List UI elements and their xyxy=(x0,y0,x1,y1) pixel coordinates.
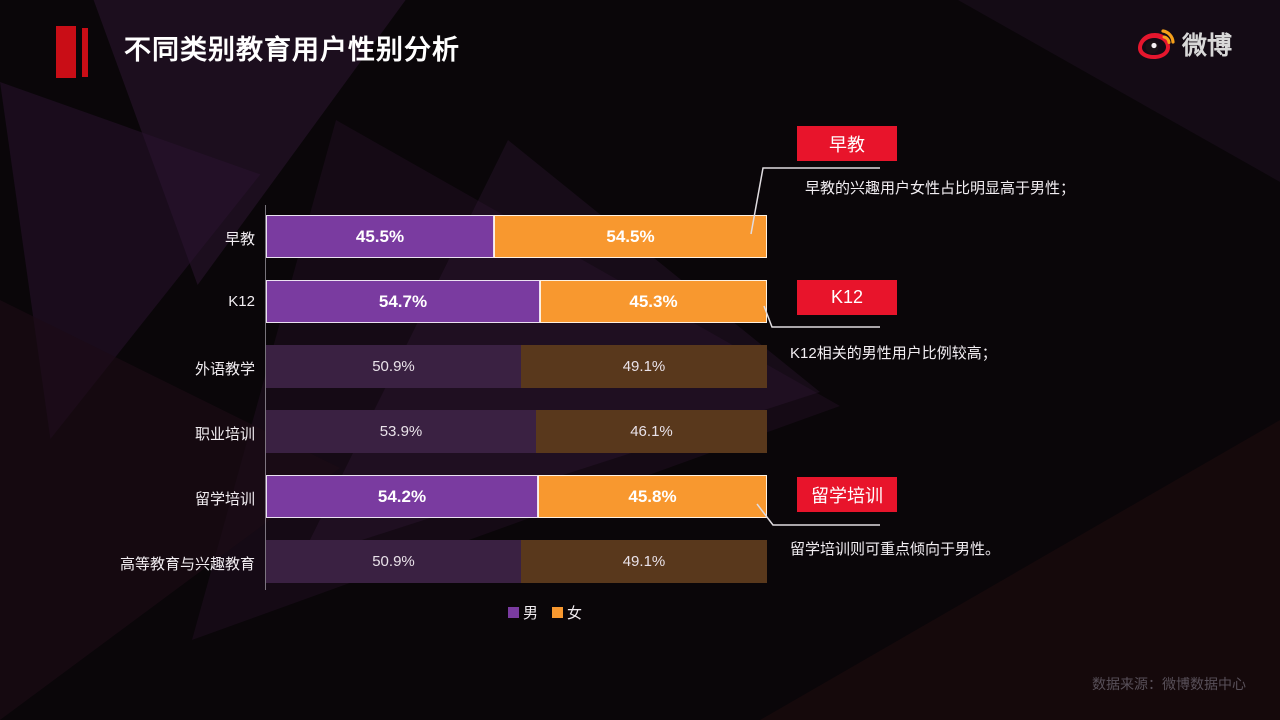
female-bar-segment: 54.5% xyxy=(494,215,767,258)
callout-box-liuxue: 留学培训 xyxy=(797,477,897,512)
page-title: 不同类别教育用户性别分析 xyxy=(124,35,460,65)
callout-text-zaojiao: 早教的兴趣用户女性占比明显高于男性； xyxy=(805,180,1076,197)
category-label: 早教 xyxy=(224,231,255,248)
male-bar-segment: 45.5% xyxy=(266,215,494,258)
category-label: K12 xyxy=(228,293,255,310)
female-bar-segment: 45.8% xyxy=(538,475,767,518)
female-bar-segment: 49.1% xyxy=(521,345,767,388)
category-label: 外语教学 xyxy=(194,361,255,378)
callout-box-zaojiao: 早教 xyxy=(797,126,897,161)
female-bar-percent-label: 45.8% xyxy=(628,486,677,506)
female-bar-segment: 49.1% xyxy=(521,540,767,583)
category-label: 高等教育与兴趣教育 xyxy=(119,556,255,573)
female-bar-percent-label: 54.5% xyxy=(606,226,655,246)
male-bar-percent-label: 50.9% xyxy=(372,553,415,570)
chart-axis-line xyxy=(265,205,266,590)
weibo-eye-icon xyxy=(1132,19,1178,70)
male-bar-percent-label: 45.5% xyxy=(355,226,405,246)
category-label: 职业培训 xyxy=(194,426,255,443)
chart-legend: 男 女 xyxy=(508,602,582,623)
weibo-logo-text: 微博 xyxy=(1182,32,1233,60)
female-color-swatch xyxy=(552,607,564,618)
male-bar-segment: 54.7% xyxy=(266,280,540,323)
legend-item-male: 男 xyxy=(508,602,538,623)
male-bar-segment: 50.9% xyxy=(266,540,521,583)
title-accent-bar xyxy=(56,26,76,78)
female-bar-percent-label: 49.1% xyxy=(622,358,666,375)
male-bar-percent-label: 53.9% xyxy=(379,423,423,440)
legend-item-female: 女 xyxy=(552,602,582,623)
weibo-logo: 微博 xyxy=(1132,20,1252,68)
callout-box-k12: K12 xyxy=(797,280,897,315)
male-bar-percent-label: 54.7% xyxy=(378,291,428,311)
male-bar-segment: 54.2% xyxy=(266,475,538,518)
category-label: 留学培训 xyxy=(194,491,255,508)
male-bar-percent-label: 54.2% xyxy=(377,486,427,506)
legend-male-label: 男 xyxy=(523,605,539,622)
male-bar-segment: 50.9% xyxy=(266,345,521,388)
title-accent-bar-thin xyxy=(82,28,88,77)
callout-text-k12: K12相关的男性用户比例较高； xyxy=(790,345,997,362)
female-bar-segment: 46.1% xyxy=(536,410,767,453)
male-bar-percent-label: 50.9% xyxy=(372,358,415,375)
female-bar-percent-label: 49.1% xyxy=(622,553,666,570)
callout-text-liuxue: 留学培训则可重点倾向于男性。 xyxy=(790,541,1001,558)
female-bar-segment: 45.3% xyxy=(540,280,767,323)
data-source-note: 数据来源：微博数据中心 xyxy=(1092,676,1246,692)
legend-female-label: 女 xyxy=(567,605,583,622)
male-color-swatch xyxy=(508,607,519,618)
male-bar-segment: 53.9% xyxy=(266,410,536,453)
female-bar-percent-label: 45.3% xyxy=(629,291,678,311)
female-bar-percent-label: 46.1% xyxy=(630,423,673,440)
